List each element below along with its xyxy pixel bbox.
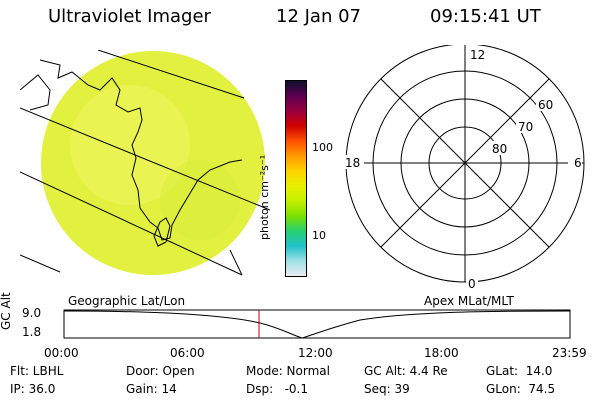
mlt-label-12: 12 [470,48,485,62]
grid-line [229,249,243,276]
status-gain: Gain: 14 [126,382,177,396]
time-label: 09:15:41 UT [430,6,541,27]
timeline-frame [63,309,571,339]
grid-line [20,254,61,273]
mlt-label-0: 0 [468,277,476,291]
globe-image [20,50,270,276]
grid-line [20,171,243,276]
mlt-label-18: 18 [345,156,360,170]
altitude-curve [63,310,571,339]
date-label: 12 Jan 07 [276,6,361,27]
status-flt: Flt: LBHL [10,364,64,378]
colorbar-tick-100: 100 [312,141,333,154]
status-dsp: Dsp: -0.1 [246,382,309,396]
timeline-axis-title: GC Alt [0,292,13,330]
lat-label-80: 80 [492,142,507,156]
mlt-label-6: 6 [574,156,582,170]
colorbar [285,80,307,277]
status-glon: GLon: 74.5 [486,382,556,396]
status-door: Door: Open [126,364,195,378]
timeline-ytick-1.8: 1.8 [22,325,42,339]
polar-diagonal [380,78,550,248]
polar-plot: 12 18 6 0 60 70 80 [344,45,585,291]
timeline-xtick-0600: 06:00 [170,346,205,360]
timeline-right-label: Apex MLat/MLT [424,294,514,308]
timeline-xtick-2359: 23:59 [552,346,587,360]
status-gcalt: GC Alt: 4.4 Re [364,364,448,378]
island [153,217,171,247]
lat-label-60: 60 [538,98,553,112]
timeline-ytick-9: 9.0 [22,306,42,320]
instrument-title: Ultraviolet Imager [48,6,211,27]
status-seq: Seq: 39 [364,382,410,396]
grid-line [20,107,270,211]
status-glat: GLat: 14.0 [486,364,553,378]
timeline-xtick-0000: 00:00 [44,346,79,360]
timeline-xtick-1200: 12:00 [298,346,333,360]
colorbar-tick-10: 10 [312,229,326,242]
timeline-plot [63,309,571,339]
status-mode: Mode: Normal [246,364,330,378]
lat-label-70: 70 [518,120,533,134]
timeline-left-label: Geographic Lat/Lon [68,294,186,308]
coastline [39,59,243,241]
grid-line [97,50,245,99]
status-ip: IP: 36.0 [10,382,56,396]
timeline-xtick-1800: 18:00 [424,346,459,360]
colorbar-unit-label: photon cm⁻²s⁻¹ [258,154,271,240]
